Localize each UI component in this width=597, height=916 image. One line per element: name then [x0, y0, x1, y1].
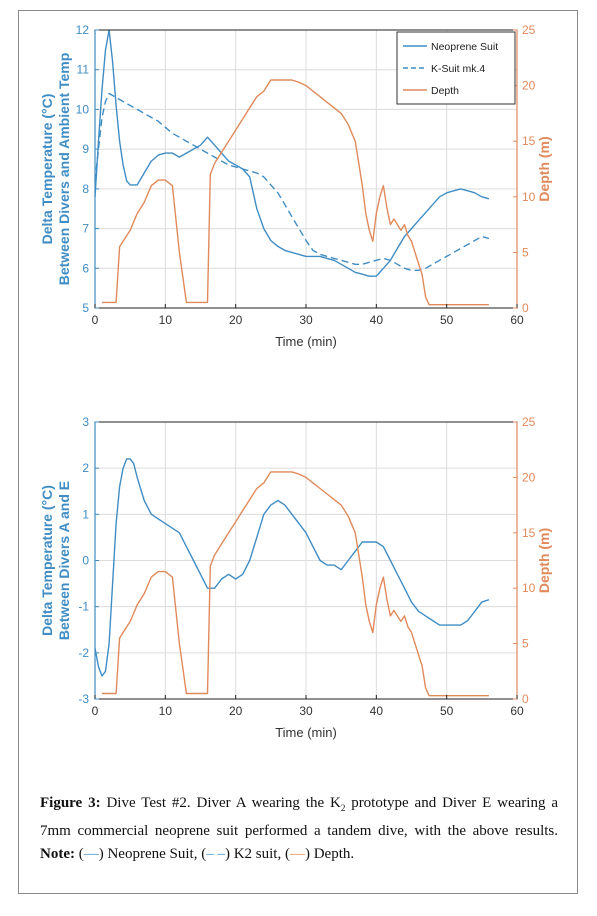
y2-tick-label: 10 — [522, 581, 536, 595]
series-line-0 — [94, 458, 490, 677]
y-tick-label: 5 — [82, 301, 89, 315]
caption-neoprene-text: ) Neoprene Suit, ( — [98, 846, 207, 862]
y-tick-label: 10 — [76, 102, 90, 116]
y-axis-label-line1: Delta Temperature (°C) — [39, 485, 55, 636]
y2-tick-label: 0 — [522, 301, 529, 315]
series-line-0 — [94, 29, 490, 277]
y2-tick-label: 5 — [522, 637, 529, 651]
caption-text-b: prototype and Diver E wearing a 7mm comm… — [40, 795, 558, 839]
y-tick-label: 0 — [82, 554, 89, 568]
x-tick-label: 0 — [92, 704, 99, 718]
x-tick-label: 20 — [229, 704, 243, 718]
caption-paren: ( — [74, 846, 84, 862]
y2-tick-label: 25 — [522, 415, 536, 429]
y-tick-label: -2 — [78, 646, 89, 660]
caption-subscript: 2 — [340, 803, 346, 813]
y-axis-label-line2: Between Divers and Ambient Temp — [56, 53, 72, 286]
caption-symbol-depth: — — [289, 846, 305, 862]
y-tick-label: 3 — [82, 415, 89, 429]
figure-caption: Figure 3: Dive Test #2. Diver A wearing … — [40, 792, 558, 866]
y-tick-label: 9 — [82, 142, 89, 156]
x-tick-label: 40 — [370, 313, 384, 327]
y-axis-label-line1: Delta Temperature (°C) — [39, 94, 55, 245]
x-tick-label: 20 — [229, 313, 243, 327]
y2-axis-label: Depth (m) — [536, 136, 552, 201]
series-line-1 — [102, 471, 489, 697]
y2-axis-label: Depth (m) — [536, 528, 552, 593]
y2-tick-label: 15 — [522, 134, 536, 148]
y2-tick-label: 20 — [522, 79, 536, 93]
x-tick-label: 0 — [92, 313, 99, 327]
y-tick-label: -3 — [78, 692, 89, 706]
x-tick-label: 10 — [159, 704, 173, 718]
caption-symbol-neoprene: — — [83, 846, 99, 862]
caption-note-label: Note: — [40, 846, 75, 862]
y-tick-label: 11 — [77, 63, 90, 77]
x-tick-label: 60 — [510, 704, 524, 718]
legend — [396, 31, 516, 105]
y-tick-label: 2 — [82, 461, 89, 475]
y2-tick-label: 0 — [522, 692, 529, 706]
y-tick-label: 6 — [82, 261, 89, 275]
y2-tick-label: 15 — [522, 526, 536, 540]
y2-tick-label: 10 — [522, 190, 536, 204]
x-axis-label: Time (min) — [275, 334, 337, 349]
y-tick-label: -1 — [78, 600, 89, 614]
x-tick-label: 30 — [299, 313, 313, 327]
caption-k2-text: ) K2 suit, — [224, 846, 282, 862]
y-tick-label: 12 — [76, 23, 90, 37]
y2-tick-label: 25 — [522, 23, 536, 37]
y-tick-label: 1 — [82, 507, 89, 521]
y2-tick-label: 5 — [522, 245, 529, 259]
legend-label: K-Suit mk.4 — [431, 63, 485, 75]
y-axis-label-line2: Between Divers A and E — [56, 481, 72, 640]
y2-tick-label: 20 — [522, 470, 536, 484]
y-tick-label: 7 — [82, 222, 89, 236]
x-tick-label: 60 — [510, 313, 524, 327]
x-tick-label: 50 — [440, 313, 454, 327]
legend-label: Neoprene Suit — [431, 41, 498, 53]
caption-depth-text: ) Depth. — [304, 846, 355, 862]
x-tick-label: 10 — [159, 313, 173, 327]
x-tick-label: 50 — [440, 704, 454, 718]
x-axis-label: Time (min) — [275, 725, 337, 740]
y-tick-label: 8 — [82, 182, 89, 196]
caption-text-a: Dive Test #2. Diver A wearing the K — [100, 795, 341, 811]
caption-label: Figure 3: — [40, 795, 101, 811]
legend-label: Depth — [431, 85, 459, 97]
x-tick-label: 40 — [370, 704, 384, 718]
caption-paren: ( — [281, 846, 290, 862]
figure-frame — [18, 10, 578, 894]
x-tick-label: 30 — [299, 704, 313, 718]
caption-symbol-k2: – – — [206, 846, 225, 862]
series-line-2 — [102, 79, 489, 306]
